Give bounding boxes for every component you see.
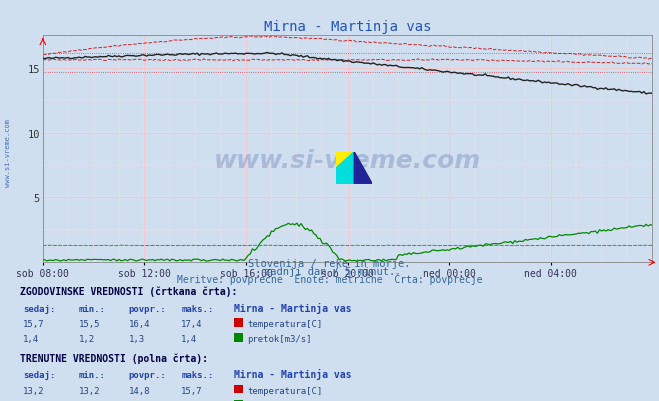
Text: temperatura[C]: temperatura[C] [247,386,322,395]
Text: 14,8: 14,8 [129,386,150,395]
Text: 15,7: 15,7 [181,386,203,395]
Polygon shape [355,152,372,184]
Text: zadnji dan / 5 minut.: zadnji dan / 5 minut. [264,267,395,277]
Text: 13,2: 13,2 [79,386,101,395]
Polygon shape [336,152,355,184]
Text: www.si-vreme.com: www.si-vreme.com [5,118,11,186]
Text: 1,3: 1,3 [129,334,144,343]
Text: 13,2: 13,2 [23,386,45,395]
Text: maks.:: maks.: [181,304,214,313]
Text: 16,4: 16,4 [129,319,150,328]
Text: www.si-vreme.com: www.si-vreme.com [214,149,481,173]
Text: maks.:: maks.: [181,371,214,379]
Text: sedaj:: sedaj: [23,304,55,313]
Text: min.:: min.: [79,371,106,379]
Text: povpr.:: povpr.: [129,371,166,379]
Text: povpr.:: povpr.: [129,304,166,313]
Text: 17,4: 17,4 [181,319,203,328]
Text: Slovenija / reke in morje.: Slovenija / reke in morje. [248,259,411,269]
Text: 1,4: 1,4 [23,334,39,343]
Text: sedaj:: sedaj: [23,371,55,379]
Text: Meritve: povprečne  Enote: metrične  Črta: povprečje: Meritve: povprečne Enote: metrične Črta:… [177,273,482,285]
Text: pretok[m3/s]: pretok[m3/s] [247,334,312,343]
Text: 15,5: 15,5 [79,319,101,328]
Text: 1,4: 1,4 [181,334,197,343]
Text: min.:: min.: [79,304,106,313]
Text: Mirna - Martinja vas: Mirna - Martinja vas [234,369,351,379]
Title: Mirna - Martinja vas: Mirna - Martinja vas [264,20,432,34]
Text: Mirna - Martinja vas: Mirna - Martinja vas [234,302,351,313]
Text: TRENUTNE VREDNOSTI (polna črta):: TRENUTNE VREDNOSTI (polna črta): [20,353,208,363]
Text: 15,7: 15,7 [23,319,45,328]
Polygon shape [336,152,355,168]
Text: 1,2: 1,2 [79,334,95,343]
Text: temperatura[C]: temperatura[C] [247,319,322,328]
Text: ZGODOVINSKE VREDNOSTI (črtkana črta):: ZGODOVINSKE VREDNOSTI (črtkana črta): [20,286,237,297]
